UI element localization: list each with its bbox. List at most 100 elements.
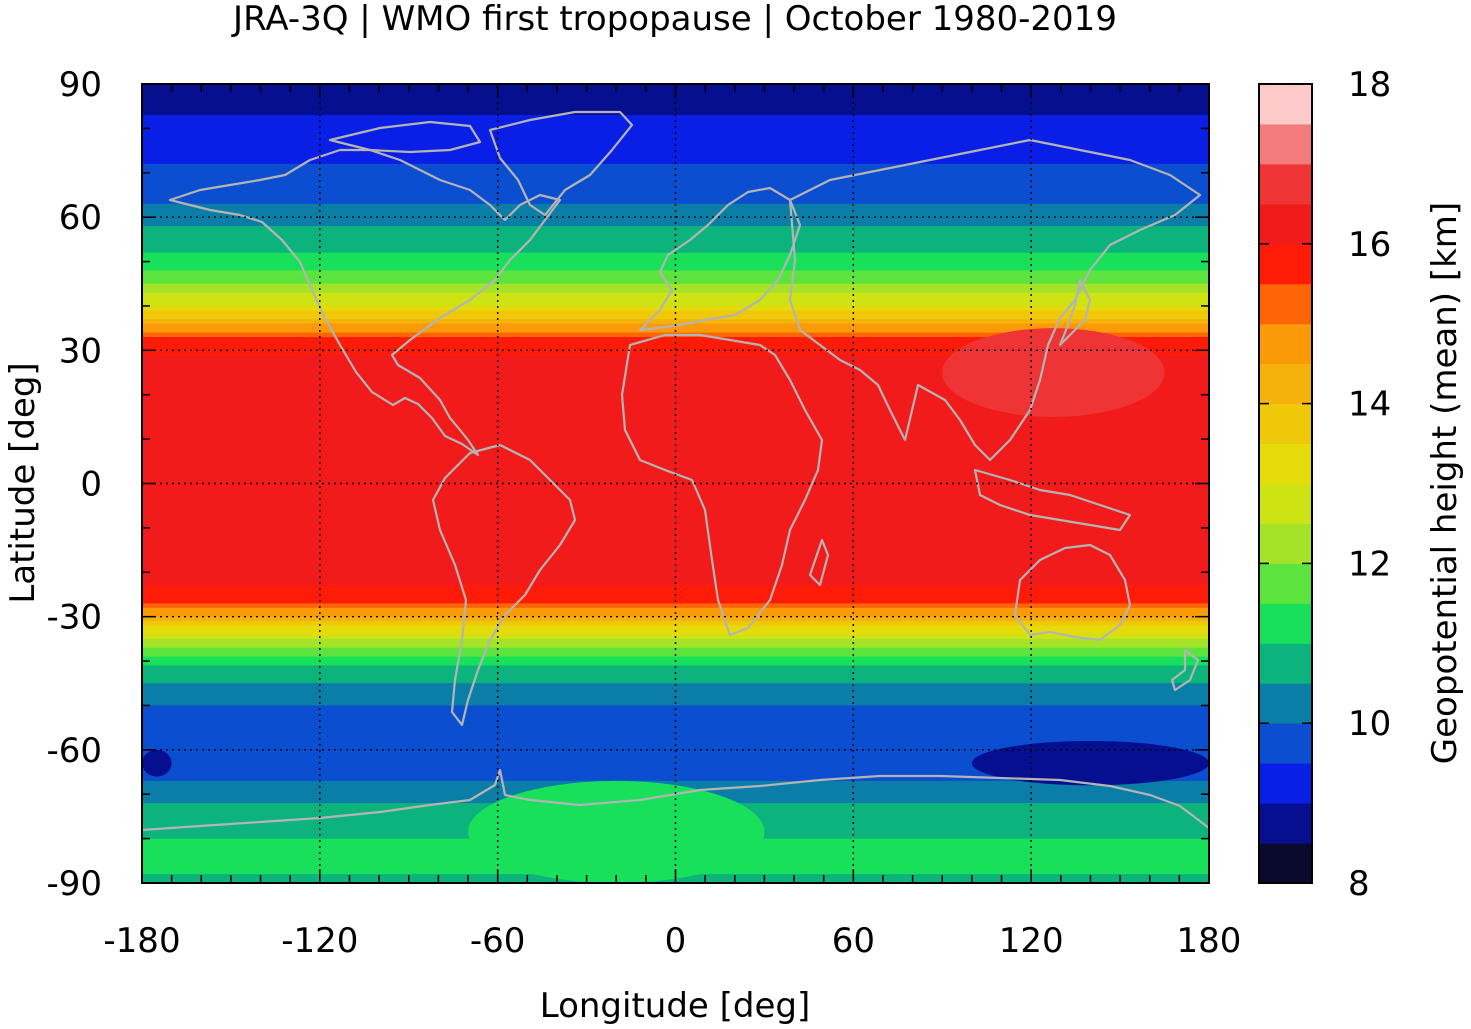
height-band [142, 674, 1209, 680]
height-band [142, 186, 1209, 192]
height-band [142, 665, 1209, 671]
height-band [142, 150, 1209, 156]
height-band [142, 638, 1209, 644]
height-band [142, 723, 1209, 729]
regional-features [142, 328, 1209, 883]
colorbar-level [1259, 123, 1312, 165]
height-band [142, 115, 1209, 121]
height-band [142, 194, 1209, 201]
height-band [142, 319, 1209, 325]
height-band [142, 385, 1209, 391]
grid-lines [142, 84, 1209, 883]
height-band [142, 603, 1209, 609]
x-tick-label: -180 [103, 921, 180, 961]
colorbar-level [1259, 723, 1312, 764]
x-tick-label: -60 [470, 921, 526, 961]
plot-area [142, 84, 1209, 883]
colorbar-tick-label: 18 [1348, 65, 1391, 105]
chart-title: JRA-3Q | WMO first tropopause | October … [231, 0, 1117, 39]
x-tick-label: 120 [999, 921, 1064, 961]
height-band [142, 425, 1209, 431]
height-band [142, 119, 1209, 125]
height-band [142, 647, 1209, 653]
height-band [142, 443, 1209, 449]
height-band [142, 297, 1209, 303]
x-axis-label: Longitude [deg] [540, 986, 811, 1026]
height-band [142, 763, 1209, 769]
height-band [142, 337, 1209, 343]
x-tick-label: 0 [665, 921, 687, 961]
height-band [142, 625, 1209, 631]
colorbar-tick-label: 12 [1348, 544, 1391, 584]
colorbar-level [1259, 163, 1312, 205]
height-band [142, 283, 1209, 289]
regional-feature [468, 780, 765, 883]
height-band [142, 159, 1209, 165]
x-tick-label: 60 [832, 921, 875, 961]
height-band [142, 252, 1209, 258]
height-band [142, 101, 1209, 107]
y-axis-label: Latitude [deg] [3, 362, 43, 603]
y-tick-label: -90 [46, 864, 102, 904]
height-band [142, 434, 1209, 440]
height-band [142, 301, 1209, 307]
height-band [142, 128, 1209, 134]
height-band [142, 505, 1209, 511]
height-band [142, 390, 1209, 396]
y-tick-label: 90 [59, 65, 102, 105]
height-band [142, 177, 1209, 183]
colorbar-level [1259, 84, 1312, 125]
colorbar-tick-label: 10 [1348, 704, 1391, 744]
colorbar-level [1259, 763, 1312, 804]
colorbar-tick-label: 16 [1348, 225, 1391, 265]
colorbar-level [1259, 803, 1312, 844]
height-band [142, 705, 1209, 711]
y-tick-label: -60 [46, 731, 102, 771]
height-band [142, 621, 1209, 627]
height-band [142, 203, 1209, 209]
colorbar-level [1259, 203, 1312, 245]
colorbar-level [1259, 643, 1312, 684]
colorbar-level [1259, 603, 1312, 644]
height-band [142, 399, 1209, 405]
height-band [142, 354, 1209, 360]
height-band [142, 527, 1209, 533]
height-band [142, 776, 1209, 782]
height-band [142, 452, 1209, 458]
height-band [142, 439, 1209, 445]
height-band [142, 168, 1209, 174]
height-band [142, 501, 1209, 507]
height-band [142, 510, 1209, 516]
colorbar-tick-label: 14 [1348, 385, 1391, 425]
height-band [142, 474, 1209, 480]
height-band [142, 408, 1209, 414]
coastline-north-america [168, 148, 562, 457]
colorbar-tick-label: 8 [1348, 864, 1370, 904]
height-band [142, 234, 1209, 240]
height-band [142, 745, 1209, 751]
height-band [142, 212, 1209, 218]
colorbar-level [1259, 403, 1312, 445]
regional-feature [942, 328, 1165, 417]
height-band [142, 541, 1209, 547]
coastline-madagascar [808, 538, 830, 587]
height-band [142, 767, 1209, 773]
regional-feature [142, 749, 172, 777]
height-band [142, 421, 1209, 427]
height-band [142, 536, 1209, 542]
height-band [142, 656, 1209, 662]
colorbar-level [1259, 323, 1312, 365]
height-band [142, 519, 1209, 525]
height-band [142, 696, 1209, 702]
colorbar-level [1259, 483, 1312, 524]
height-band [142, 629, 1209, 636]
height-band [142, 740, 1209, 746]
colorbar-level [1259, 363, 1312, 405]
coastline-antarctica [142, 768, 1209, 832]
height-band [142, 492, 1209, 498]
height-band [142, 288, 1209, 294]
colorbar-level [1259, 683, 1312, 724]
height-band [142, 678, 1209, 684]
colorbar-frame [1258, 83, 1313, 884]
minor-ticks [141, 83, 1210, 884]
